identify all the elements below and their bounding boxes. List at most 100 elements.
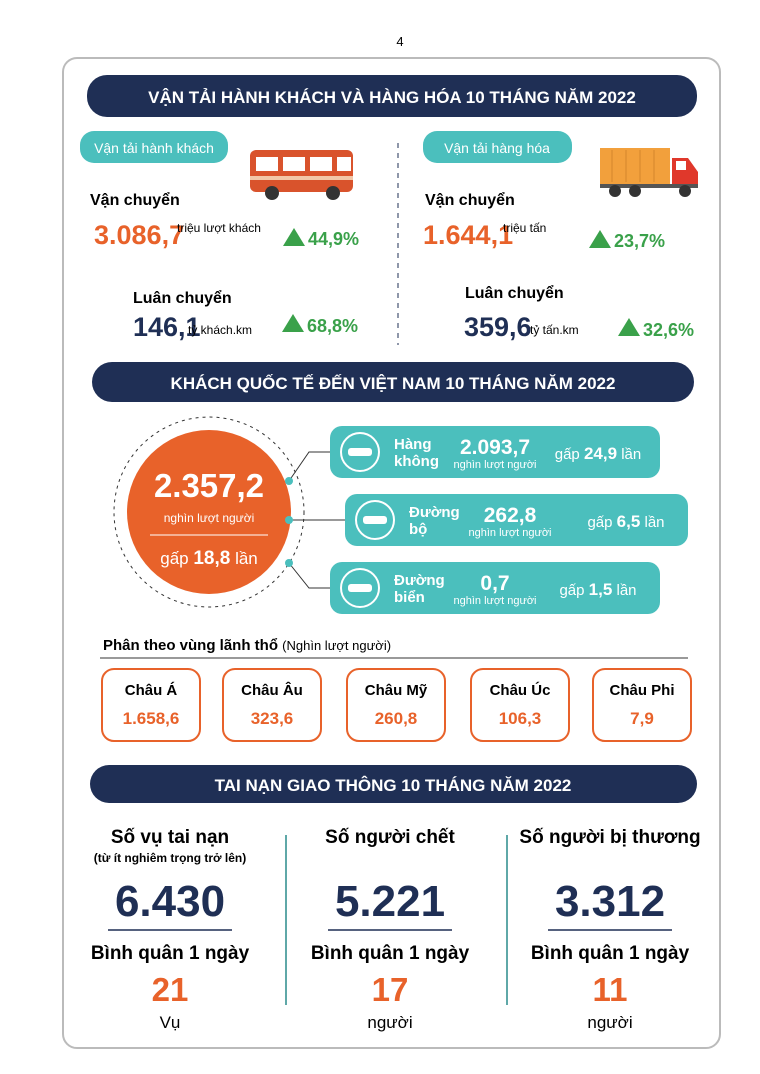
- mode-name: Hàng: [394, 436, 432, 453]
- mode-icon-body: [348, 448, 372, 456]
- region-name: Châu Á: [125, 682, 178, 699]
- total-ratio: gấp 18,8 lần: [160, 548, 258, 569]
- mode-value: 262,8: [484, 504, 537, 527]
- section-title: TAI NẠN GIAO THÔNG 10 THÁNG NĂM 2022: [215, 776, 572, 795]
- connector: [288, 562, 330, 589]
- ratio-part: lần: [616, 582, 636, 599]
- change: 23,7%: [614, 231, 665, 251]
- acc-avg-unit: người: [587, 1013, 632, 1032]
- up-arrow: [283, 228, 305, 246]
- shape: [250, 176, 353, 180]
- mode-value: 2.093,7: [460, 436, 530, 459]
- shape: [676, 161, 686, 170]
- mode-name: không: [394, 453, 439, 470]
- tab-label: Vận tải hàng hóa: [444, 140, 550, 156]
- acc-heading: Số vụ tai nạn: [111, 827, 229, 848]
- mode-ratio: gấp 1,5 lần: [559, 580, 636, 599]
- mode-icon: [355, 500, 395, 540]
- region-name: Châu Mỹ: [365, 682, 428, 699]
- heading: Vận chuyển: [90, 191, 180, 209]
- shape: [256, 157, 278, 171]
- region-box: [346, 668, 446, 742]
- heading: Vận chuyển: [425, 191, 515, 209]
- region-name: Châu Âu: [241, 681, 303, 699]
- shape: [310, 157, 332, 171]
- mode-icon-body: [348, 584, 372, 592]
- ratio-part: 6,5: [617, 512, 641, 531]
- section-title: VẬN TẢI HÀNH KHÁCH VÀ HÀNG HÓA 10 THÁNG …: [148, 88, 636, 107]
- ratio-part: 1,5: [589, 580, 613, 599]
- value: 3.086,7: [94, 220, 184, 250]
- tab: [423, 131, 572, 163]
- ratio-part: gấp: [555, 446, 580, 463]
- ratio-part: lần: [644, 514, 664, 531]
- mode-box: [330, 426, 660, 478]
- shape: Phân theo vùng lãnh thổ: [103, 637, 278, 654]
- shape: [629, 185, 641, 197]
- unit: triệu tấn: [503, 221, 546, 235]
- mode-name: Đường: [394, 572, 445, 589]
- up-arrow: [618, 318, 640, 336]
- acc-value: 5.221: [335, 877, 445, 926]
- regions-heading: Phân theo vùng lãnh thổ (Nghìn lượt ngườ…: [103, 637, 391, 654]
- dashed-ring: [113, 416, 305, 608]
- page-number: 4: [396, 34, 403, 49]
- regions: Châu Á 1.658,6 Châu Âu 323,6 Châu Mỹ 260,8 Châ…: [101, 668, 692, 742]
- shape: [337, 157, 351, 171]
- acc-heading: Số người chết: [325, 827, 455, 848]
- banner: [90, 765, 697, 803]
- region-value: 7,9: [630, 709, 654, 728]
- shape: [609, 185, 621, 197]
- shape: lần: [235, 549, 258, 568]
- mode-icon-body: [363, 516, 387, 524]
- mode-name: biển: [394, 589, 425, 606]
- region-value: 323,6: [251, 709, 294, 728]
- ratio-part: gấp: [559, 582, 584, 599]
- tab: [80, 131, 228, 163]
- ratio-part: 24,9: [584, 444, 617, 463]
- value: 1.644,1: [423, 220, 513, 250]
- region-value: 260,8: [375, 709, 418, 728]
- region-box: [592, 668, 692, 742]
- acc-value: 6.430: [115, 877, 225, 926]
- value: 359,6: [464, 312, 532, 342]
- banner: [92, 362, 694, 402]
- value: 146,1: [133, 312, 201, 342]
- truck-icon: [600, 148, 698, 197]
- mode-unit: nghìn lượt người: [469, 527, 552, 539]
- connector-dot: [285, 477, 293, 485]
- region-value: 106,3: [499, 709, 542, 728]
- acc-avg-unit: Vụ: [160, 1013, 181, 1032]
- change: 68,8%: [307, 316, 358, 336]
- total-value: 2.357,2: [154, 467, 264, 504]
- ratio-part: lần: [621, 446, 641, 463]
- change: 44,9%: [308, 229, 359, 249]
- acc-avg-value: 11: [593, 971, 628, 1008]
- mode-icon: [340, 432, 380, 472]
- change: 32,6%: [643, 320, 694, 340]
- unit: tỷ khách.km: [188, 323, 252, 337]
- ratio-part: gấp: [587, 514, 612, 531]
- up-arrow: [282, 314, 304, 332]
- shape: gấp: [160, 549, 188, 568]
- mode-icon: [340, 568, 380, 608]
- connector-dot: [285, 516, 293, 524]
- shape: [600, 184, 698, 188]
- shape: 18,8: [193, 548, 230, 569]
- unit: triệu lượt khách: [177, 221, 261, 235]
- mode-box: [330, 562, 660, 614]
- acc-avg-label: Bình quân 1 ngày: [91, 943, 250, 964]
- connector-dot: [285, 559, 293, 567]
- accident-columns: Số vụ tai nạn (từ ít nghiêm trọng trở lên…: [91, 827, 701, 1032]
- mode-unit: nghìn lượt người: [454, 459, 537, 471]
- mode-name: Đường: [409, 504, 460, 521]
- tab-label: Vận tải hành khách: [94, 140, 214, 156]
- shape: [283, 157, 305, 171]
- acc-avg-unit: người: [367, 1013, 412, 1032]
- frame: [62, 57, 721, 1049]
- connector: [288, 451, 330, 482]
- region-name: Châu Phi: [609, 682, 674, 699]
- acc-value: 3.312: [555, 877, 665, 926]
